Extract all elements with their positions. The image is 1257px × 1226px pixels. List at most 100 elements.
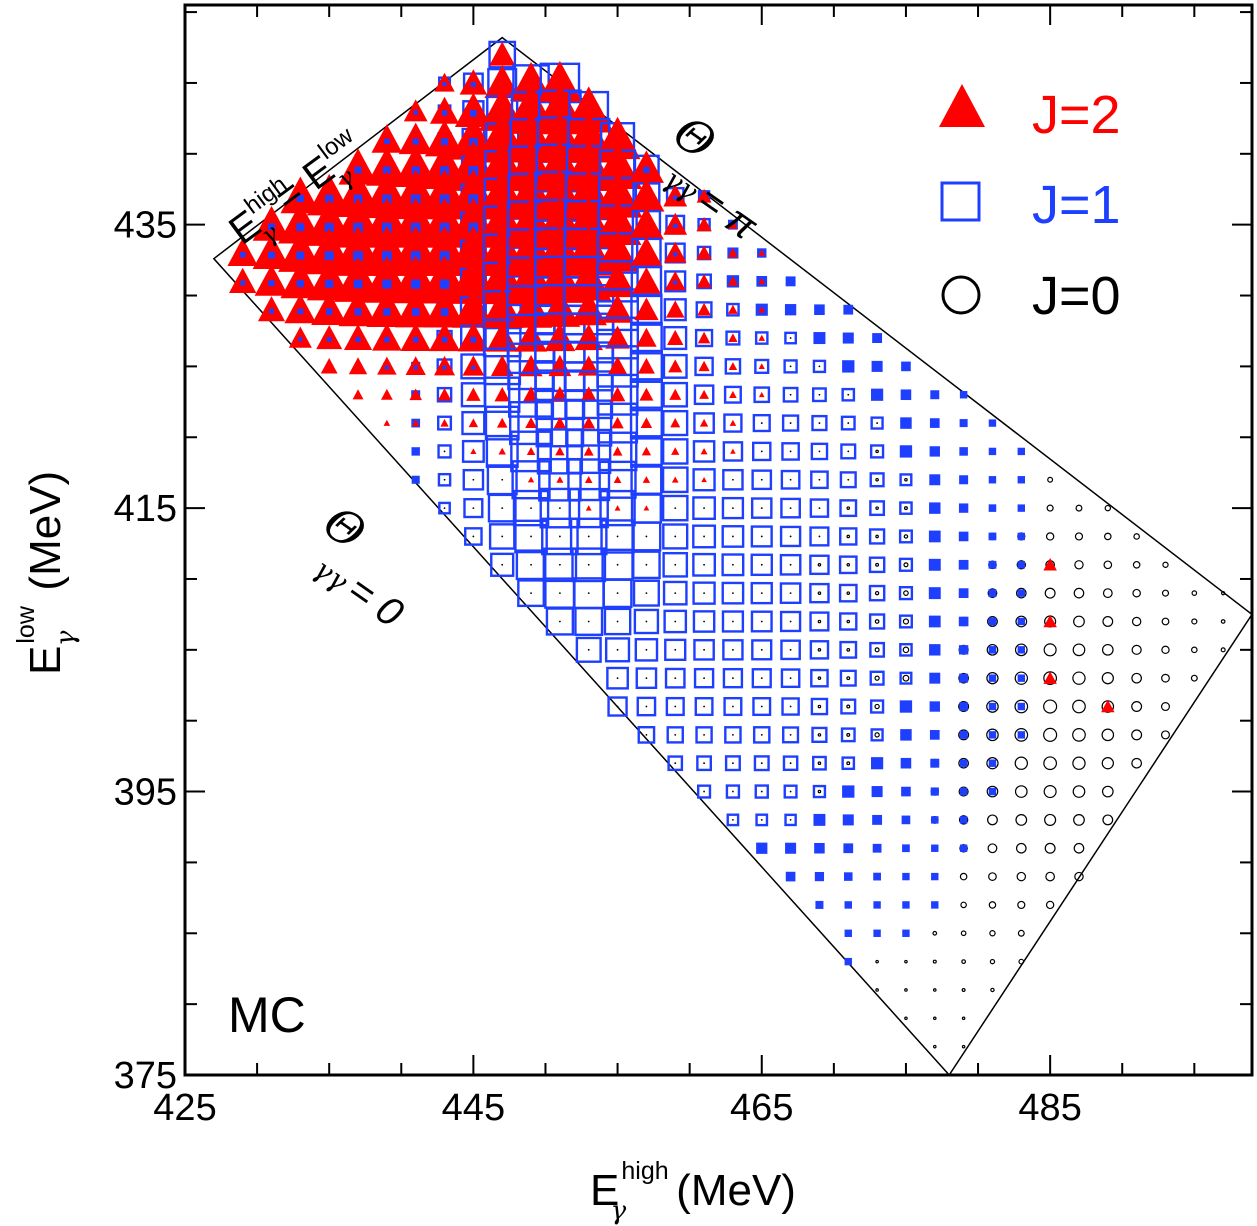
j0-marker [1074, 871, 1084, 882]
j0-marker [1047, 476, 1054, 483]
j1-marker [411, 279, 421, 289]
j0-marker [817, 704, 822, 709]
j1-marker [782, 726, 800, 744]
j0-marker [616, 620, 619, 623]
j0-marker [558, 507, 561, 510]
j1-marker [296, 279, 304, 288]
j0-marker [1161, 645, 1170, 655]
j0-marker [818, 507, 821, 510]
j1-marker [696, 755, 712, 772]
y-tick-label: 435 [114, 205, 177, 247]
j0-marker [958, 701, 970, 713]
j0-marker [932, 988, 937, 992]
j1-marker [484, 405, 520, 441]
j2-marker [663, 241, 687, 263]
j0-marker [986, 757, 999, 770]
j2-marker [466, 387, 481, 401]
j1-marker [868, 528, 886, 545]
j1-marker [412, 336, 419, 343]
j2-marker [727, 247, 739, 258]
j1-marker [662, 580, 688, 606]
j1-marker [754, 784, 769, 799]
j0-marker [616, 535, 619, 538]
j1-marker [1017, 532, 1025, 541]
j0-marker [1043, 785, 1057, 799]
j1-marker [751, 639, 773, 661]
j2-marker [628, 207, 664, 240]
j1-marker [841, 387, 856, 402]
j2-marker [468, 418, 479, 428]
j0-marker [846, 704, 851, 709]
j1-marker [598, 460, 637, 499]
j0-marker [1075, 504, 1083, 512]
j2-marker [494, 386, 510, 402]
j1-marker [870, 728, 884, 742]
j2-marker [699, 418, 709, 427]
j0-marker [1014, 699, 1029, 714]
j2-marker [348, 357, 368, 375]
j0-marker [472, 507, 475, 510]
j0-marker [760, 733, 763, 736]
j1-marker [673, 252, 678, 257]
j0-marker [1131, 644, 1142, 655]
j1-marker [842, 360, 855, 373]
j2-marker [555, 446, 565, 456]
j0-marker [703, 762, 705, 765]
j1-marker [298, 337, 303, 342]
j0-marker [1014, 785, 1028, 798]
j1-marker [752, 413, 771, 433]
j1-marker [567, 458, 611, 502]
j1-marker [928, 530, 941, 543]
j2-marker [227, 237, 258, 266]
j0-marker [501, 478, 504, 481]
j0-marker [789, 337, 792, 339]
j1-marker [840, 415, 856, 431]
j0-marker [1073, 813, 1085, 826]
j0-marker [732, 819, 734, 821]
j2-marker [583, 446, 594, 456]
j0-marker [789, 592, 792, 595]
j1-marker [900, 417, 912, 429]
j0-marker [1191, 646, 1198, 654]
j2-marker [480, 288, 524, 328]
j2-marker [696, 274, 712, 288]
j2-marker [730, 448, 736, 454]
j0-marker [989, 958, 996, 965]
j1-marker [724, 726, 742, 744]
j1-marker [1017, 731, 1025, 739]
j2-marker [728, 219, 738, 229]
j0-marker [846, 591, 851, 595]
j2-marker [372, 323, 402, 351]
j0-marker [674, 592, 677, 595]
j0-marker [703, 620, 705, 623]
j0-marker [1045, 871, 1055, 882]
j2-marker [612, 446, 623, 456]
j1-marker [326, 337, 332, 342]
j1-marker [630, 435, 663, 468]
j1-marker [871, 388, 884, 401]
j0-marker [958, 757, 969, 769]
j1-marker [810, 442, 829, 461]
j2-marker [669, 388, 682, 400]
j1-marker [566, 428, 612, 475]
j0-marker [1015, 813, 1028, 826]
plot-frame [183, 3, 1254, 1077]
j0-marker [616, 592, 619, 595]
j2-marker [700, 447, 708, 455]
j0-marker [1016, 871, 1027, 882]
j1-marker [629, 321, 663, 355]
j0-marker [1017, 900, 1026, 910]
j0-marker [703, 592, 705, 595]
j2-marker [563, 86, 614, 133]
j1-marker [693, 384, 715, 406]
j1-marker [988, 419, 997, 427]
j0-marker [558, 620, 561, 623]
j1-marker [899, 445, 913, 458]
j2-marker [727, 304, 738, 314]
j2-marker [663, 184, 688, 207]
j1-marker [692, 524, 717, 549]
j1-marker [440, 308, 449, 316]
j1-marker [839, 669, 857, 687]
kinematic-boundary [212, 36, 1252, 1075]
j0-marker [674, 507, 677, 510]
